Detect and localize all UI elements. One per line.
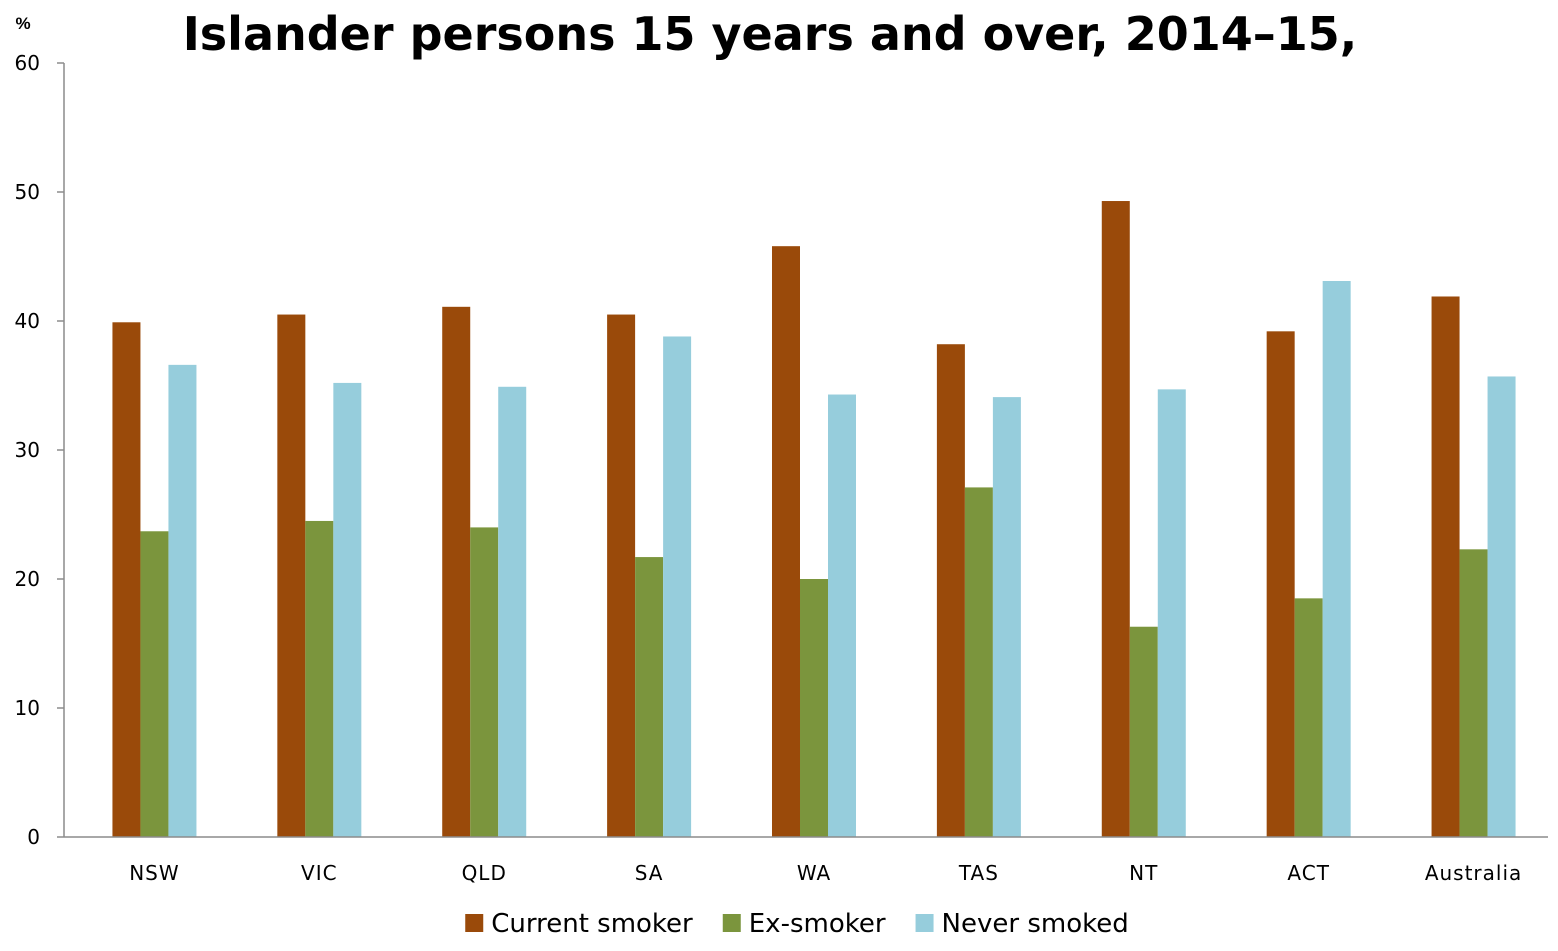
bar-never-smoked-vic [333, 382, 362, 837]
legend-swatch-current-smoker [465, 914, 484, 932]
legend-swatch-ex-smoker [722, 914, 741, 932]
bar-never-smoked-act [1322, 281, 1351, 837]
x-tick-label: VIC [301, 861, 338, 885]
bar-current-smoker-australia [1431, 296, 1460, 837]
bar-never-smoked-australia [1487, 376, 1516, 837]
x-tick-label: SA [635, 861, 664, 885]
bar-current-smoker-tas [936, 344, 965, 837]
y-tick-label: 50 [15, 180, 40, 204]
bar-current-smoker-nsw [112, 322, 141, 837]
bar-never-smoked-nsw [168, 364, 197, 837]
x-axis-labels: NSW VIC QLD SA WA TAS NT ACT Australia [129, 861, 1522, 885]
bar-never-smoked-sa [663, 336, 692, 837]
legend-swatch-never-smoked [915, 914, 934, 932]
x-tick-label: NSW [129, 861, 179, 885]
y-tick-label: 30 [15, 438, 40, 462]
legend-label: Current smoker [491, 909, 693, 939]
bar-current-smoker-qld [442, 306, 471, 837]
x-tick-label: Australia [1425, 861, 1522, 885]
bar-current-smoker-wa [772, 246, 800, 837]
legend-label: Ex-smoker [749, 909, 886, 939]
bar-ex-smoker-sa [635, 557, 664, 837]
bar-current-smoker-sa [607, 314, 636, 837]
chart-title: Islander persons 15 years and over, 2014… [183, 7, 1358, 61]
y-tick-label: 10 [15, 696, 40, 720]
x-tick-label: TAS [958, 861, 999, 885]
bar-current-smoker-act [1266, 331, 1295, 837]
bar-ex-smoker-australia [1459, 549, 1488, 837]
y-tick-label: 20 [15, 567, 40, 591]
x-tick-label: NT [1129, 861, 1158, 885]
bar-ex-smoker-vic [305, 520, 334, 837]
bar-ex-smoker-nsw [140, 531, 169, 837]
x-tick-label: ACT [1287, 861, 1330, 885]
legend-label: Never smoked [942, 909, 1129, 939]
x-tick-label: WA [797, 861, 831, 885]
y-tick-label: 40 [15, 309, 40, 333]
y-axis-ticks: 0 10 20 30 40 50 60 [15, 51, 64, 849]
bar-current-smoker-nt [1101, 201, 1130, 837]
bar-ex-smoker-nt [1129, 626, 1158, 837]
bar-ex-smoker-qld [470, 527, 499, 837]
bar-ex-smoker-act [1294, 598, 1323, 837]
bar-never-smoked-wa [828, 394, 856, 837]
bar-never-smoked-nt [1157, 389, 1186, 837]
bar-ex-smoker-tas [964, 487, 993, 837]
bar-ex-smoker-wa [800, 579, 828, 837]
bars [112, 201, 1516, 837]
y-tick-label: 60 [15, 51, 40, 75]
bar-never-smoked-qld [498, 386, 527, 837]
y-tick-label: 0 [27, 825, 40, 849]
legend: Current smoker Ex-smoker Never smoked [465, 909, 1129, 939]
y-axis-unit-label: % [15, 14, 30, 33]
bar-never-smoked-tas [992, 397, 1021, 837]
x-tick-label: QLD [462, 861, 507, 885]
bar-current-smoker-vic [277, 314, 306, 837]
